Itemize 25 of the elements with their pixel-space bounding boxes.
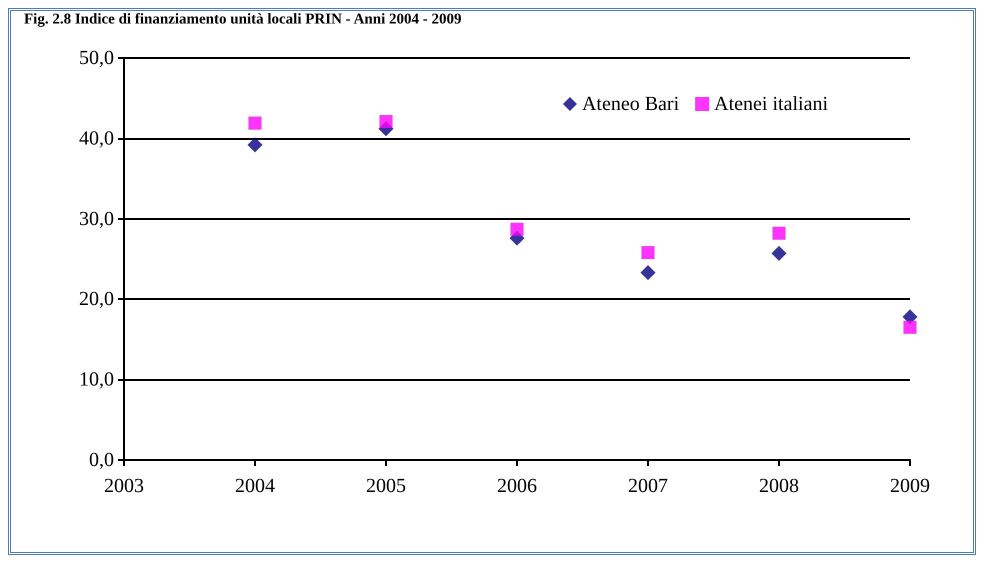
legend-label: Atenei italiani [714,93,828,115]
point [248,137,262,152]
point [248,116,262,130]
point [772,246,786,261]
point [772,226,786,240]
x-tick-label: 2005 [366,475,406,497]
y-tick-label: 20,0 [79,288,114,310]
y-tick-label: 40,0 [79,127,114,150]
x-tick-label: 2009 [890,475,930,497]
x-tick-label: 2003 [104,475,144,497]
y-tick-label: 0,0 [89,449,114,471]
y-tick-label: 10,0 [79,368,114,391]
chart-title: Fig. 2.8 Indice di finanziamento unità locali PRIN - Anni 2004 - 2009 [24,12,462,28]
y-tick-label: 30,0 [79,208,114,230]
x-tick-label: 2007 [628,475,668,497]
x-tick-label: 2006 [497,475,537,497]
point [380,115,392,128]
y-tick-label: 50,0 [79,47,114,69]
x-tick-label: 2004 [235,475,275,497]
x-tick-label: 2008 [759,475,799,497]
point [642,246,654,260]
point [510,222,524,236]
legend-label: Ateneo Bari [582,93,680,115]
point [904,320,916,334]
point [640,265,656,280]
